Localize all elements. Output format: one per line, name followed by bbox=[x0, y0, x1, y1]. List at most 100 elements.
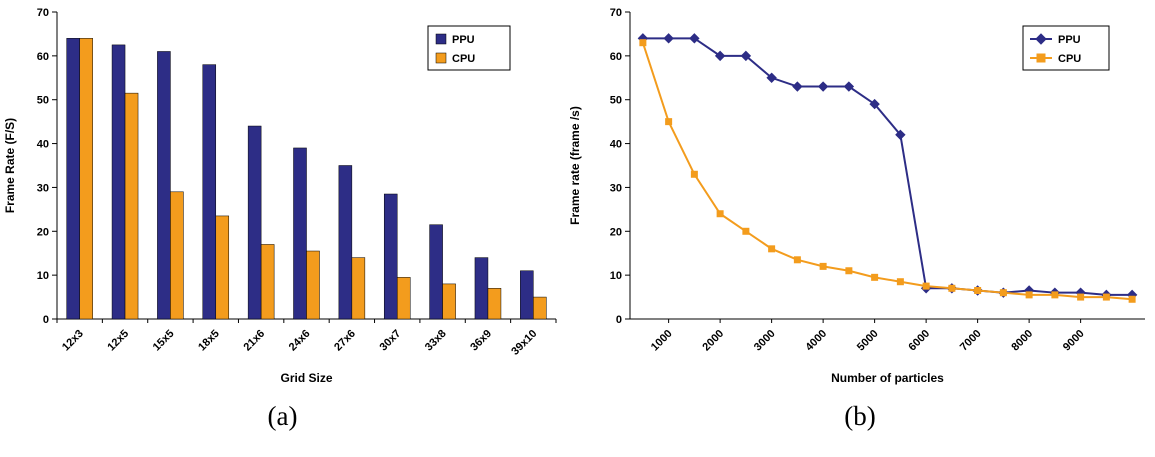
bar-cpu bbox=[442, 283, 456, 320]
x-tick-label: 1000 bbox=[649, 328, 675, 354]
data-marker bbox=[716, 210, 724, 218]
y-axis-title: Frame Rate (F/S) bbox=[3, 118, 17, 213]
data-marker bbox=[895, 129, 906, 141]
data-marker bbox=[742, 227, 750, 235]
bar-ppu bbox=[111, 44, 126, 320]
data-marker bbox=[1036, 53, 1046, 63]
bar-cpu bbox=[533, 296, 547, 320]
x-tick-label: 7000 bbox=[958, 328, 984, 354]
data-marker bbox=[871, 273, 879, 281]
x-tick-label: 9000 bbox=[1061, 328, 1087, 354]
y-tick-label: 0 bbox=[616, 314, 622, 326]
axes: 0 10 20 30 40 50 60 70 Frame rate (frame /s) Numb… bbox=[568, 7, 1145, 385]
data-marker bbox=[792, 81, 803, 92]
bar-cpu bbox=[306, 250, 320, 320]
data-marker bbox=[1035, 33, 1047, 45]
bar-series: 12x3 12x5 15x5 18x5 21x6 24x6 27x6 30x7 33x8 36x9… bbox=[56, 38, 557, 358]
x-axis-title: Number of particles bbox=[831, 371, 944, 385]
data-marker bbox=[843, 81, 855, 92]
caption-a: (a) bbox=[267, 401, 298, 431]
data-marker bbox=[793, 256, 801, 264]
data-marker bbox=[663, 33, 674, 44]
data-marker bbox=[974, 286, 982, 294]
bar-ppu bbox=[157, 51, 171, 320]
x-tick-label: 2000 bbox=[700, 328, 726, 354]
y-tick-label: 50 bbox=[37, 95, 49, 107]
data-marker bbox=[819, 262, 827, 270]
y-tick-label: 40 bbox=[610, 139, 622, 151]
legend-label: CPU bbox=[1058, 53, 1081, 65]
legend-label: CPU bbox=[452, 53, 475, 65]
panel-b: 0 10 20 30 40 50 60 70 Frame rate (frame /s) Numb… bbox=[565, 2, 1155, 432]
y-tick-label: 0 bbox=[43, 314, 49, 326]
panel-a: 0 10 20 30 40 50 60 70 Frame Rate (F/S) Grid Size… bbox=[0, 2, 565, 432]
bar-ppu bbox=[520, 270, 534, 320]
legend: PPU CPU bbox=[427, 25, 511, 71]
data-marker bbox=[639, 39, 647, 47]
x-axis-title: Grid Size bbox=[280, 371, 332, 385]
bar-cpu bbox=[124, 92, 139, 320]
data-marker bbox=[922, 282, 930, 290]
y-tick-label: 70 bbox=[610, 7, 622, 19]
data-marker bbox=[768, 245, 776, 253]
y-tick-label: 40 bbox=[37, 139, 49, 151]
x-tick-label: 21x6 bbox=[241, 328, 267, 354]
x-tick-label: 6000 bbox=[906, 328, 932, 354]
y-tick-label: 60 bbox=[610, 51, 622, 63]
bar-ppu bbox=[247, 125, 262, 320]
data-marker bbox=[714, 50, 726, 62]
bar-cpu bbox=[79, 38, 93, 320]
x-tick-label: 8000 bbox=[1009, 328, 1035, 354]
data-marker bbox=[690, 170, 698, 178]
y-tick-label: 10 bbox=[610, 270, 622, 282]
data-marker bbox=[665, 118, 673, 126]
x-tick-label: 36x9 bbox=[468, 328, 494, 354]
data-marker bbox=[1102, 293, 1110, 301]
x-tick-label: 3000 bbox=[752, 328, 778, 354]
bar-cpu bbox=[260, 244, 275, 320]
data-marker bbox=[817, 81, 829, 92]
y-tick-label: 30 bbox=[37, 182, 49, 194]
y-tick-label: 10 bbox=[37, 270, 49, 282]
y-tick-label: 70 bbox=[37, 7, 49, 19]
data-marker bbox=[689, 33, 700, 44]
line-series: 1000 2000 3000 4000 5000 6000 7000 8000 9000 bbox=[637, 33, 1138, 354]
data-marker bbox=[869, 98, 880, 110]
series-line-cpu bbox=[641, 42, 1133, 301]
legend-label: PPU bbox=[1058, 34, 1081, 46]
line-chart: 0 10 20 30 40 50 60 70 Frame rate (frame /s) Numb… bbox=[568, 7, 1145, 385]
x-tick-label: 27x6 bbox=[332, 328, 358, 354]
bar-ppu bbox=[293, 147, 307, 320]
x-tick-label: 33x8 bbox=[423, 328, 449, 354]
x-tick-label: 15x5 bbox=[151, 328, 177, 354]
x-tick-label: 12x3 bbox=[60, 328, 86, 354]
legend-label: PPU bbox=[452, 34, 475, 46]
bar-ppu bbox=[429, 224, 443, 320]
x-tick-label: 39x10 bbox=[509, 328, 539, 358]
bar-cpu bbox=[215, 215, 230, 320]
bar-cpu bbox=[487, 288, 502, 320]
bar-ppu bbox=[338, 165, 353, 320]
data-marker bbox=[1025, 291, 1033, 299]
bar-cpu bbox=[351, 257, 366, 320]
data-marker bbox=[1128, 295, 1136, 303]
x-tick-label: 24x6 bbox=[287, 328, 313, 354]
data-marker bbox=[766, 72, 777, 83]
data-marker bbox=[845, 267, 853, 275]
y-tick-label: 30 bbox=[610, 182, 622, 194]
bar-cpu bbox=[396, 277, 411, 320]
bar-ppu bbox=[474, 257, 489, 320]
data-marker bbox=[1051, 291, 1059, 299]
y-tick-label: 20 bbox=[610, 226, 622, 238]
bar-ppu bbox=[202, 64, 217, 320]
bar-ppu bbox=[66, 38, 80, 320]
data-marker bbox=[1077, 293, 1085, 301]
y-tick-label: 20 bbox=[37, 226, 49, 238]
caption-b: (b) bbox=[844, 401, 876, 431]
x-tick-label: 12x5 bbox=[105, 328, 131, 354]
x-tick-label: 18x5 bbox=[196, 328, 222, 354]
x-tick-label: 4000 bbox=[803, 328, 829, 354]
data-marker bbox=[999, 289, 1007, 297]
legend: PPU CPU bbox=[1022, 25, 1110, 71]
series-line-ppu bbox=[642, 37, 1133, 296]
